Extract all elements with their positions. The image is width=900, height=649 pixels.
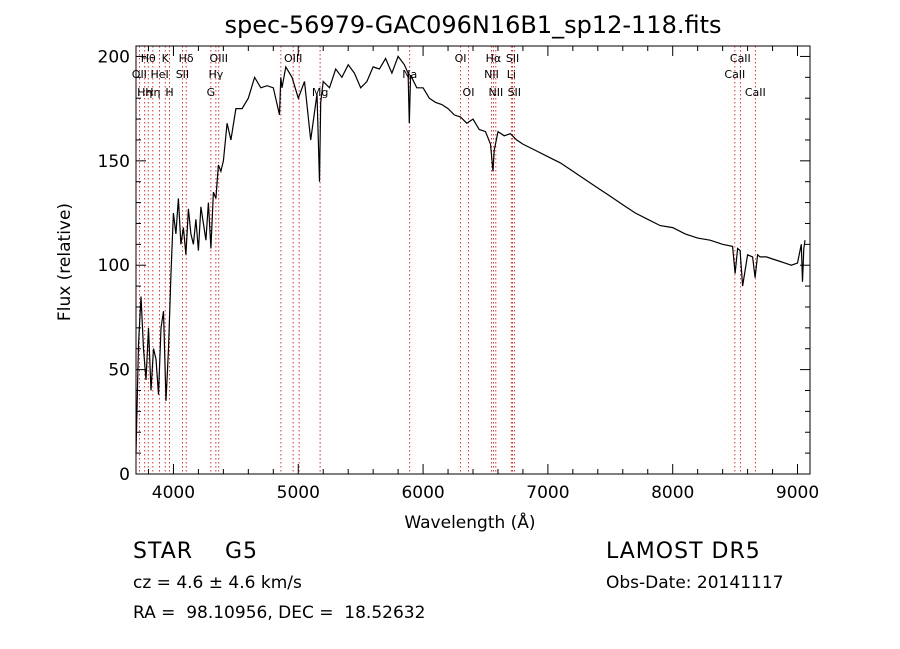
line-marker-label: Hδ [179, 52, 194, 65]
line-marker-label: NII [484, 68, 499, 81]
line-marker-label: OIII [210, 52, 228, 65]
observation-date: Obs-Date: 20141117 [606, 573, 784, 593]
y-axis: 0 50 100 150 200 [98, 47, 810, 485]
line-marker-label: OI [455, 52, 467, 65]
line-marker-label: Hα [486, 52, 502, 65]
x-tick-label: 9000 [776, 483, 819, 503]
y-tick-label: 0 [119, 465, 130, 485]
line-marker-label: CaII [730, 52, 751, 65]
chart-title: spec-56979-GAC096N16B1_sp12-118.fits [224, 11, 721, 39]
x-tick-label: 6000 [401, 483, 444, 503]
line-marker-label: Hγ [208, 68, 223, 81]
line-marker-label: K [162, 52, 170, 65]
line-marker-label: CaII [724, 68, 745, 81]
line-marker-label: Na [402, 68, 417, 81]
spectral-line-markers [138, 46, 756, 474]
object-class: STAR G5 [133, 539, 259, 564]
x-axis-label: Wavelength (Å) [404, 511, 535, 533]
x-tick-label: 4000 [152, 483, 195, 503]
line-marker-label: OIII [284, 52, 302, 65]
spectrum-series-line [135, 55, 806, 454]
x-tick-label: 7000 [526, 483, 569, 503]
line-marker-label: NII [488, 86, 503, 99]
line-marker-label: OII [132, 68, 147, 81]
line-marker-label: SII [506, 52, 519, 65]
survey-name: LAMOST DR5 [606, 539, 761, 564]
x-axis: 4000 5000 6000 7000 8000 9000 [147, 46, 819, 503]
y-tick-label: 150 [98, 152, 130, 172]
line-marker-label: SII [176, 68, 189, 81]
line-marker-label: Mg [312, 86, 328, 99]
line-marker-label: SII [508, 86, 521, 99]
x-tick-label: 5000 [277, 483, 320, 503]
y-tick-label: 100 [98, 256, 130, 276]
line-marker-label: Hη [145, 86, 160, 99]
coordinates: RA = 98.10956, DEC = 18.52632 [133, 603, 426, 623]
line-marker-label: G [207, 86, 216, 99]
y-axis-label: Flux (relative) [55, 203, 75, 321]
line-marker-label: OI [463, 86, 475, 99]
line-marker-label: Hθ [141, 52, 156, 65]
line-marker-label: CaII [745, 86, 766, 99]
y-tick-label: 50 [108, 361, 130, 381]
line-marker-label: HeI [150, 68, 168, 81]
line-marker-label: H [165, 86, 173, 99]
plot-frame [135, 45, 811, 475]
line-marker-label: Hη [137, 86, 152, 99]
y-tick-label: 200 [98, 47, 130, 67]
line-marker-label: Li [507, 68, 516, 81]
redshift-velocity: cz = 4.6 ± 4.6 km/s [133, 573, 302, 593]
x-tick-label: 8000 [651, 483, 694, 503]
